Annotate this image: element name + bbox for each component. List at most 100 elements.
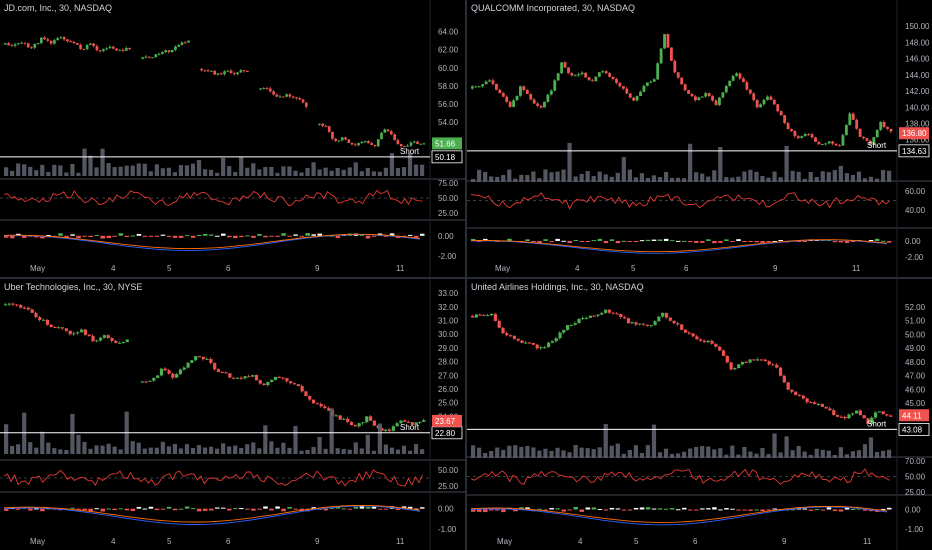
qcom-macd-hist-bar	[657, 239, 663, 241]
qcom-candle-body	[532, 99, 536, 104]
jd-volume-bar	[251, 163, 256, 176]
uber-macd-hist-bar	[94, 508, 99, 510]
uber-volume-bar	[419, 449, 425, 454]
jd-volume-bar	[76, 172, 81, 176]
uber-volume-bar	[172, 443, 178, 454]
qcom-candle-body	[745, 82, 749, 90]
uber-candle-body	[80, 329, 84, 333]
jd-candle-body	[298, 98, 302, 100]
ual-macd-hist-bar	[525, 507, 530, 510]
uber-candle-body	[357, 423, 361, 427]
ual-macd-hist-bar	[700, 508, 705, 510]
uber-candle-body	[300, 386, 304, 392]
qcom-candle-body	[865, 138, 869, 141]
chart-panel-qcom[interactable]: 150.00 148.00 146.00 144.00 142.00 140.00 138.…	[467, 0, 932, 277]
jd-volume-bar	[46, 171, 51, 176]
uber-volume-bar	[196, 445, 202, 454]
qcom-volume-bar	[633, 177, 638, 182]
jd-volume-bar	[10, 170, 15, 176]
uber-volume-bar	[335, 448, 340, 454]
ual-volume-bar	[603, 424, 608, 458]
uber-candle-body	[395, 423, 399, 427]
ual-volume-bar	[736, 454, 741, 458]
qcom-candle-body	[766, 96, 769, 100]
uber-candle-body	[140, 381, 145, 383]
qcom-volume-bar	[772, 171, 777, 182]
jd-candle-body	[376, 139, 380, 147]
chart-panel-ual[interactable]: 52.00 51.00 50.00 49.00 48.00 47.00 46.00 45.00…	[467, 279, 932, 550]
qcom-candle-body	[755, 100, 759, 108]
ual-candle-body	[562, 329, 566, 333]
ual-macd-hist-bar	[621, 509, 627, 511]
qcom-volume-bar	[688, 143, 693, 182]
jd-volume-bar	[136, 163, 141, 176]
qcom-macd-hist-bar	[850, 241, 856, 243]
qcom-volume-bar	[868, 176, 874, 182]
jd-macd-hist-bar	[94, 235, 99, 237]
ual-candle-body	[528, 342, 532, 344]
ual-macd-hist-bar	[688, 509, 693, 511]
qcom-candle-body	[800, 136, 804, 139]
uber-macd-hist-bar	[413, 508, 419, 510]
ual-volume-bar	[862, 444, 868, 458]
jd-candle-body	[393, 134, 396, 141]
qcom-candle-body	[522, 86, 526, 91]
uber-macd-hist-bar	[341, 508, 347, 510]
qcom-candle-body	[604, 71, 608, 74]
ual-macd-hist-bar	[591, 507, 597, 510]
qcom-candle-body	[556, 73, 560, 81]
qcom-macd-hist-bar	[603, 241, 609, 244]
ual-candle-body	[600, 312, 604, 315]
uber-volume-bar	[154, 447, 159, 454]
jd-macd-hist-bar	[22, 235, 27, 238]
uber-x-tick: May	[30, 537, 45, 546]
uber-candle-body	[57, 327, 61, 329]
uber-macd-hist-bar	[377, 508, 383, 510]
qcom-candle-body	[652, 79, 656, 82]
uber-volume-bar	[251, 442, 256, 454]
ual-macd-hist-bar	[477, 509, 482, 512]
uber-volume-bar	[88, 448, 93, 454]
jd-candle-body	[265, 88, 269, 90]
chart-panel-jd[interactable]: 64.00 62.00 60.00 58.00 56.00 54.00 Short 50.18…	[0, 0, 465, 277]
jd-volume-bar	[58, 165, 63, 176]
chart-panel-uber[interactable]: 33.00 32.00 31.00 30.00 29.00 28.00 27.00 26.00…	[0, 279, 465, 550]
uber-candle-body	[102, 335, 107, 338]
horizontal-divider[interactable]	[0, 277, 932, 279]
ual-candle-body	[862, 415, 866, 419]
ual-volume-bar	[832, 454, 837, 458]
vertical-divider[interactable]	[465, 0, 467, 550]
ual-macd-hist-bar	[826, 507, 832, 510]
ual-candle-body	[543, 347, 547, 349]
uber-volume-bar	[311, 447, 316, 454]
qcom-volume-bar	[748, 169, 753, 182]
uber-volume-bar	[383, 444, 389, 454]
qcom-volume-bar	[513, 178, 518, 182]
qcom-macd-hist-bar	[730, 241, 735, 242]
ual-volume-bar	[838, 447, 843, 458]
qcom-candle-body	[810, 134, 814, 138]
ual-last-price-label: 44.11	[902, 411, 922, 420]
uber-candle-body	[42, 319, 46, 321]
ual-candle-body	[752, 359, 756, 361]
ual-candle-body	[664, 312, 669, 318]
ual-candle-body	[558, 332, 562, 339]
qcom-candle-body	[680, 77, 684, 85]
jd-candle-body	[219, 73, 223, 75]
jd-volume-bar	[299, 172, 304, 176]
jd-macd-tick: 0.00	[438, 232, 454, 241]
ual-macd-hist-bar	[808, 509, 814, 511]
jd-candle-body	[20, 42, 24, 44]
uber-macd-hist-bar	[257, 508, 262, 510]
jd-candle-body	[275, 94, 279, 97]
qcom-candle-body	[779, 111, 783, 116]
qcom-candle-body	[488, 80, 491, 82]
uber-macd-hist-bar	[305, 508, 310, 512]
jd-volume-bar	[112, 167, 117, 176]
ual-volume-bar	[483, 452, 488, 458]
jd-macd-hist-bar	[329, 235, 335, 237]
jd-volume-bar	[269, 166, 274, 176]
qcom-candle-body	[711, 96, 714, 101]
jd-candle-body	[23, 42, 27, 44]
ual-volume-bar	[886, 449, 892, 458]
